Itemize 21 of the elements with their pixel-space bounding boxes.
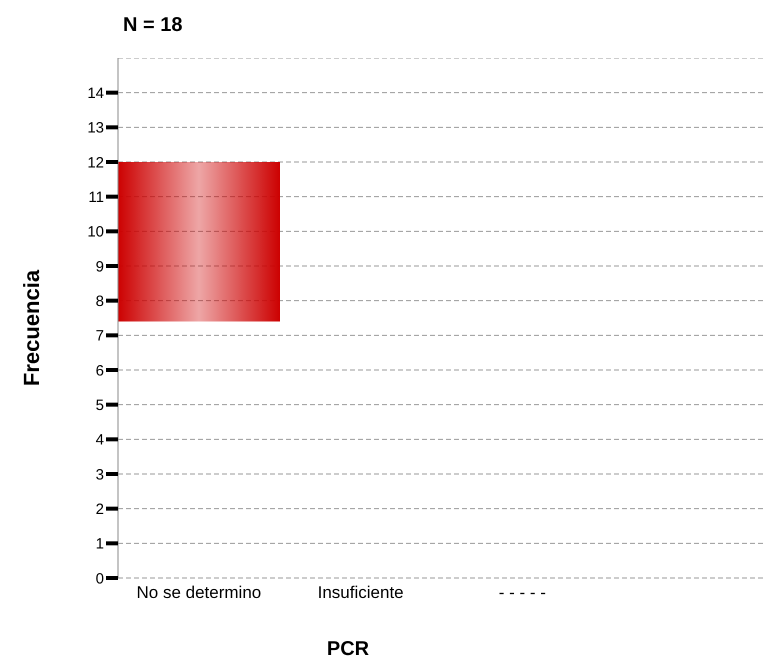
x-axis-title: PCR (326, 638, 370, 661)
y-tick-label: 6 (96, 362, 104, 380)
y-tick-label: 4 (96, 432, 104, 449)
chart-title: N = 18 (123, 14, 182, 37)
y-tick-label: 2 (96, 500, 104, 518)
y-tick-label: 10 (87, 224, 104, 241)
y-axis-title: Frecuencia (19, 270, 45, 386)
y-tick-label: 7 (96, 328, 104, 345)
x-tick-label: - - - - - (498, 583, 546, 602)
y-tick-label: 0 (96, 570, 104, 588)
y-tick-label: 8 (96, 292, 104, 310)
y-tick-label: 13 (87, 120, 104, 137)
x-tick-label: No se determino (136, 583, 262, 602)
y-tick-label: 11 (88, 188, 104, 206)
y-tick-label: 12 (87, 154, 104, 172)
y-tick-label: 14 (87, 84, 104, 102)
y-tick-label: 1 (96, 536, 104, 553)
y-tick-label: 9 (96, 258, 104, 276)
y-tick-label: 3 (96, 466, 104, 484)
y-tick-label: 5 (96, 396, 104, 414)
x-tick-label: Insuficiente (318, 583, 404, 602)
